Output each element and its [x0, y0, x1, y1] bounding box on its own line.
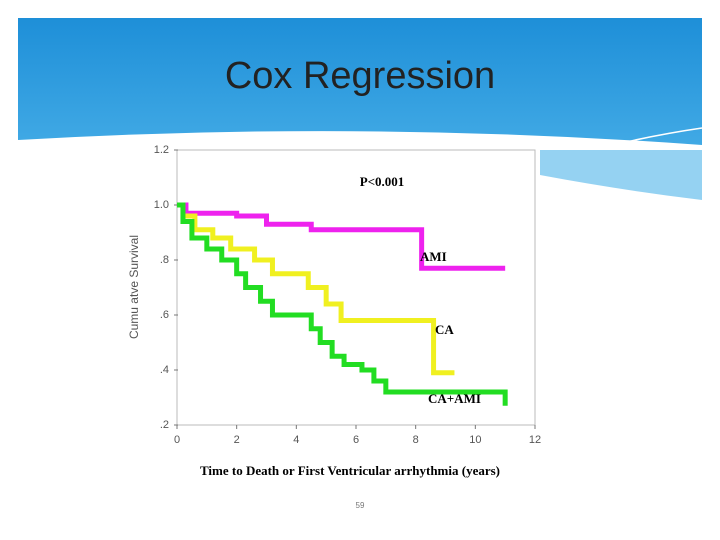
x-tick-label: 10 — [469, 434, 481, 446]
y-tick-label: .2 — [160, 419, 169, 431]
y-tick-label: 1.0 — [154, 199, 169, 211]
y-tick-label: 1.2 — [154, 144, 169, 156]
survival-line — [177, 202, 506, 271]
survival-line — [177, 202, 455, 376]
x-tick-label: 6 — [353, 434, 359, 446]
chart-panel — [120, 140, 540, 490]
annotation: P<0.001 — [360, 174, 405, 189]
x-axis-label: Time to Death or First Ventricular arrhy… — [200, 463, 500, 478]
slide-title: Cox Regression — [225, 55, 495, 97]
x-tick-label: 0 — [174, 434, 180, 446]
survival-line — [177, 202, 508, 406]
series-label: CA — [435, 322, 454, 337]
series-label: AMI — [420, 249, 447, 264]
series-label: CA+AMI — [428, 391, 481, 406]
wave-fill — [540, 150, 702, 200]
page-number: 59 — [356, 501, 365, 510]
y-tick-label: .4 — [160, 364, 169, 376]
x-tick-label: 2 — [234, 434, 240, 446]
y-tick-label: .8 — [160, 254, 169, 266]
y-tick-label: .6 — [160, 309, 169, 321]
x-tick-label: 8 — [413, 434, 419, 446]
x-tick-label: 12 — [529, 434, 541, 446]
x-tick-label: 4 — [293, 434, 299, 446]
y-axis-label: Cumu atve Survival — [127, 235, 141, 339]
